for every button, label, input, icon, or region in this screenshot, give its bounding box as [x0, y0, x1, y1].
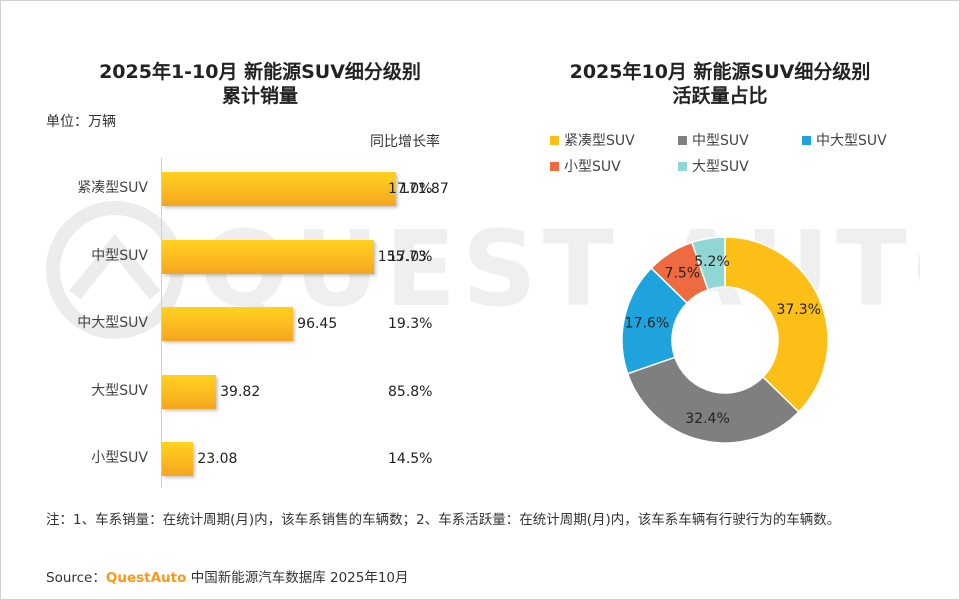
legend-label: 小型SUV — [564, 159, 621, 175]
legend-item: 紧凑型SUV — [550, 130, 635, 150]
donut-slice-label: 7.5% — [665, 265, 701, 281]
legend-label: 中型SUV — [692, 133, 749, 149]
donut-slice — [724, 236, 829, 413]
donut-chart-title-line1: 2025年10月 新能源SUV细分级别 — [569, 61, 871, 83]
bar-category-label: 中大型SUV — [77, 315, 148, 331]
bar-category-label: 小型SUV — [91, 450, 148, 466]
legend-label: 紧凑型SUV — [564, 133, 635, 149]
donut-chart-title-line2: 活跃量占比 — [672, 85, 768, 107]
bar-category-label: 中型SUV — [91, 247, 148, 264]
legend-swatch — [550, 135, 559, 145]
growth-rate-value: 17.0% — [388, 181, 433, 197]
donut-chart: 37.3% 32.4% 17.6% 7.5%5.2% — [621, 236, 829, 444]
donut-slice-label: 37.3% — [776, 302, 820, 318]
donut-slice-label: 5.2% — [694, 254, 730, 270]
unit-label: 单位：万辆 — [46, 114, 116, 130]
growth-rate-value: 17.0% — [388, 248, 433, 265]
source-line: Source：QuestAuto 中国新能源汽车数据库 2025年10月 — [46, 566, 409, 586]
bar-value-label: 96.45 — [297, 316, 338, 332]
bar — [162, 172, 396, 206]
growth-rate-value: 85.8% — [388, 383, 433, 400]
legend-swatch — [678, 135, 687, 145]
bar-value-label: 23.08 — [197, 451, 238, 467]
donut-slice — [690, 236, 726, 291]
donut-slice-label: 17.6% — [625, 316, 669, 332]
donut-slice-label: 32.4% — [685, 411, 729, 427]
legend-label: 大型SUV — [692, 159, 749, 175]
bar — [162, 442, 194, 476]
bar-value-label: 39.82 — [220, 383, 261, 400]
legend-item: 小型SUV — [550, 156, 621, 176]
category-axis-line — [161, 158, 162, 488]
bar-value-label: 155.73 — [377, 248, 427, 265]
growth-rate-value: 19.3% — [388, 316, 433, 332]
bar-chart-title-line2: 累计销量 — [221, 85, 298, 107]
bar-chart-title-line1: 2025年1-10月 新能源SUV细分级别 — [99, 61, 421, 83]
legend-label: 中大型SUV — [816, 133, 887, 149]
legend-swatch — [802, 135, 811, 145]
growth-rate-value: 14.5% — [388, 451, 433, 467]
bar — [162, 374, 217, 409]
legend-item: 中型SUV — [678, 130, 749, 150]
bar — [162, 307, 294, 341]
donut-slice — [626, 356, 800, 444]
legend-swatch — [550, 161, 559, 171]
source-brand: QuestAuto — [105, 570, 187, 586]
bar-category-label: 大型SUV — [91, 382, 148, 399]
bar-category-label: 紧凑型SUV — [77, 180, 148, 196]
legend-swatch — [678, 161, 687, 171]
source-suffix: 中国新能源汽车数据库 2025年10月 — [186, 570, 409, 586]
legend-item: 中大型SUV — [802, 130, 887, 150]
donut-chart-title: 2025年10月 新能源SUV细分级别 活跃量占比 — [500, 60, 940, 108]
source-prefix: Source： — [46, 570, 106, 586]
legend-item: 大型SUV — [678, 156, 749, 176]
growth-rate-header: 同比增长率 — [370, 134, 440, 150]
bar — [162, 239, 374, 274]
bar-chart-title: 2025年1-10月 新能源SUV细分级别 累计销量 — [40, 60, 480, 108]
footnote: 注：1、车系销量：在统计周期(月)内，该车系销售的车辆数；2、车系活跃量：在统计… — [46, 512, 841, 528]
bar-value-label: 171.87 — [399, 181, 449, 197]
